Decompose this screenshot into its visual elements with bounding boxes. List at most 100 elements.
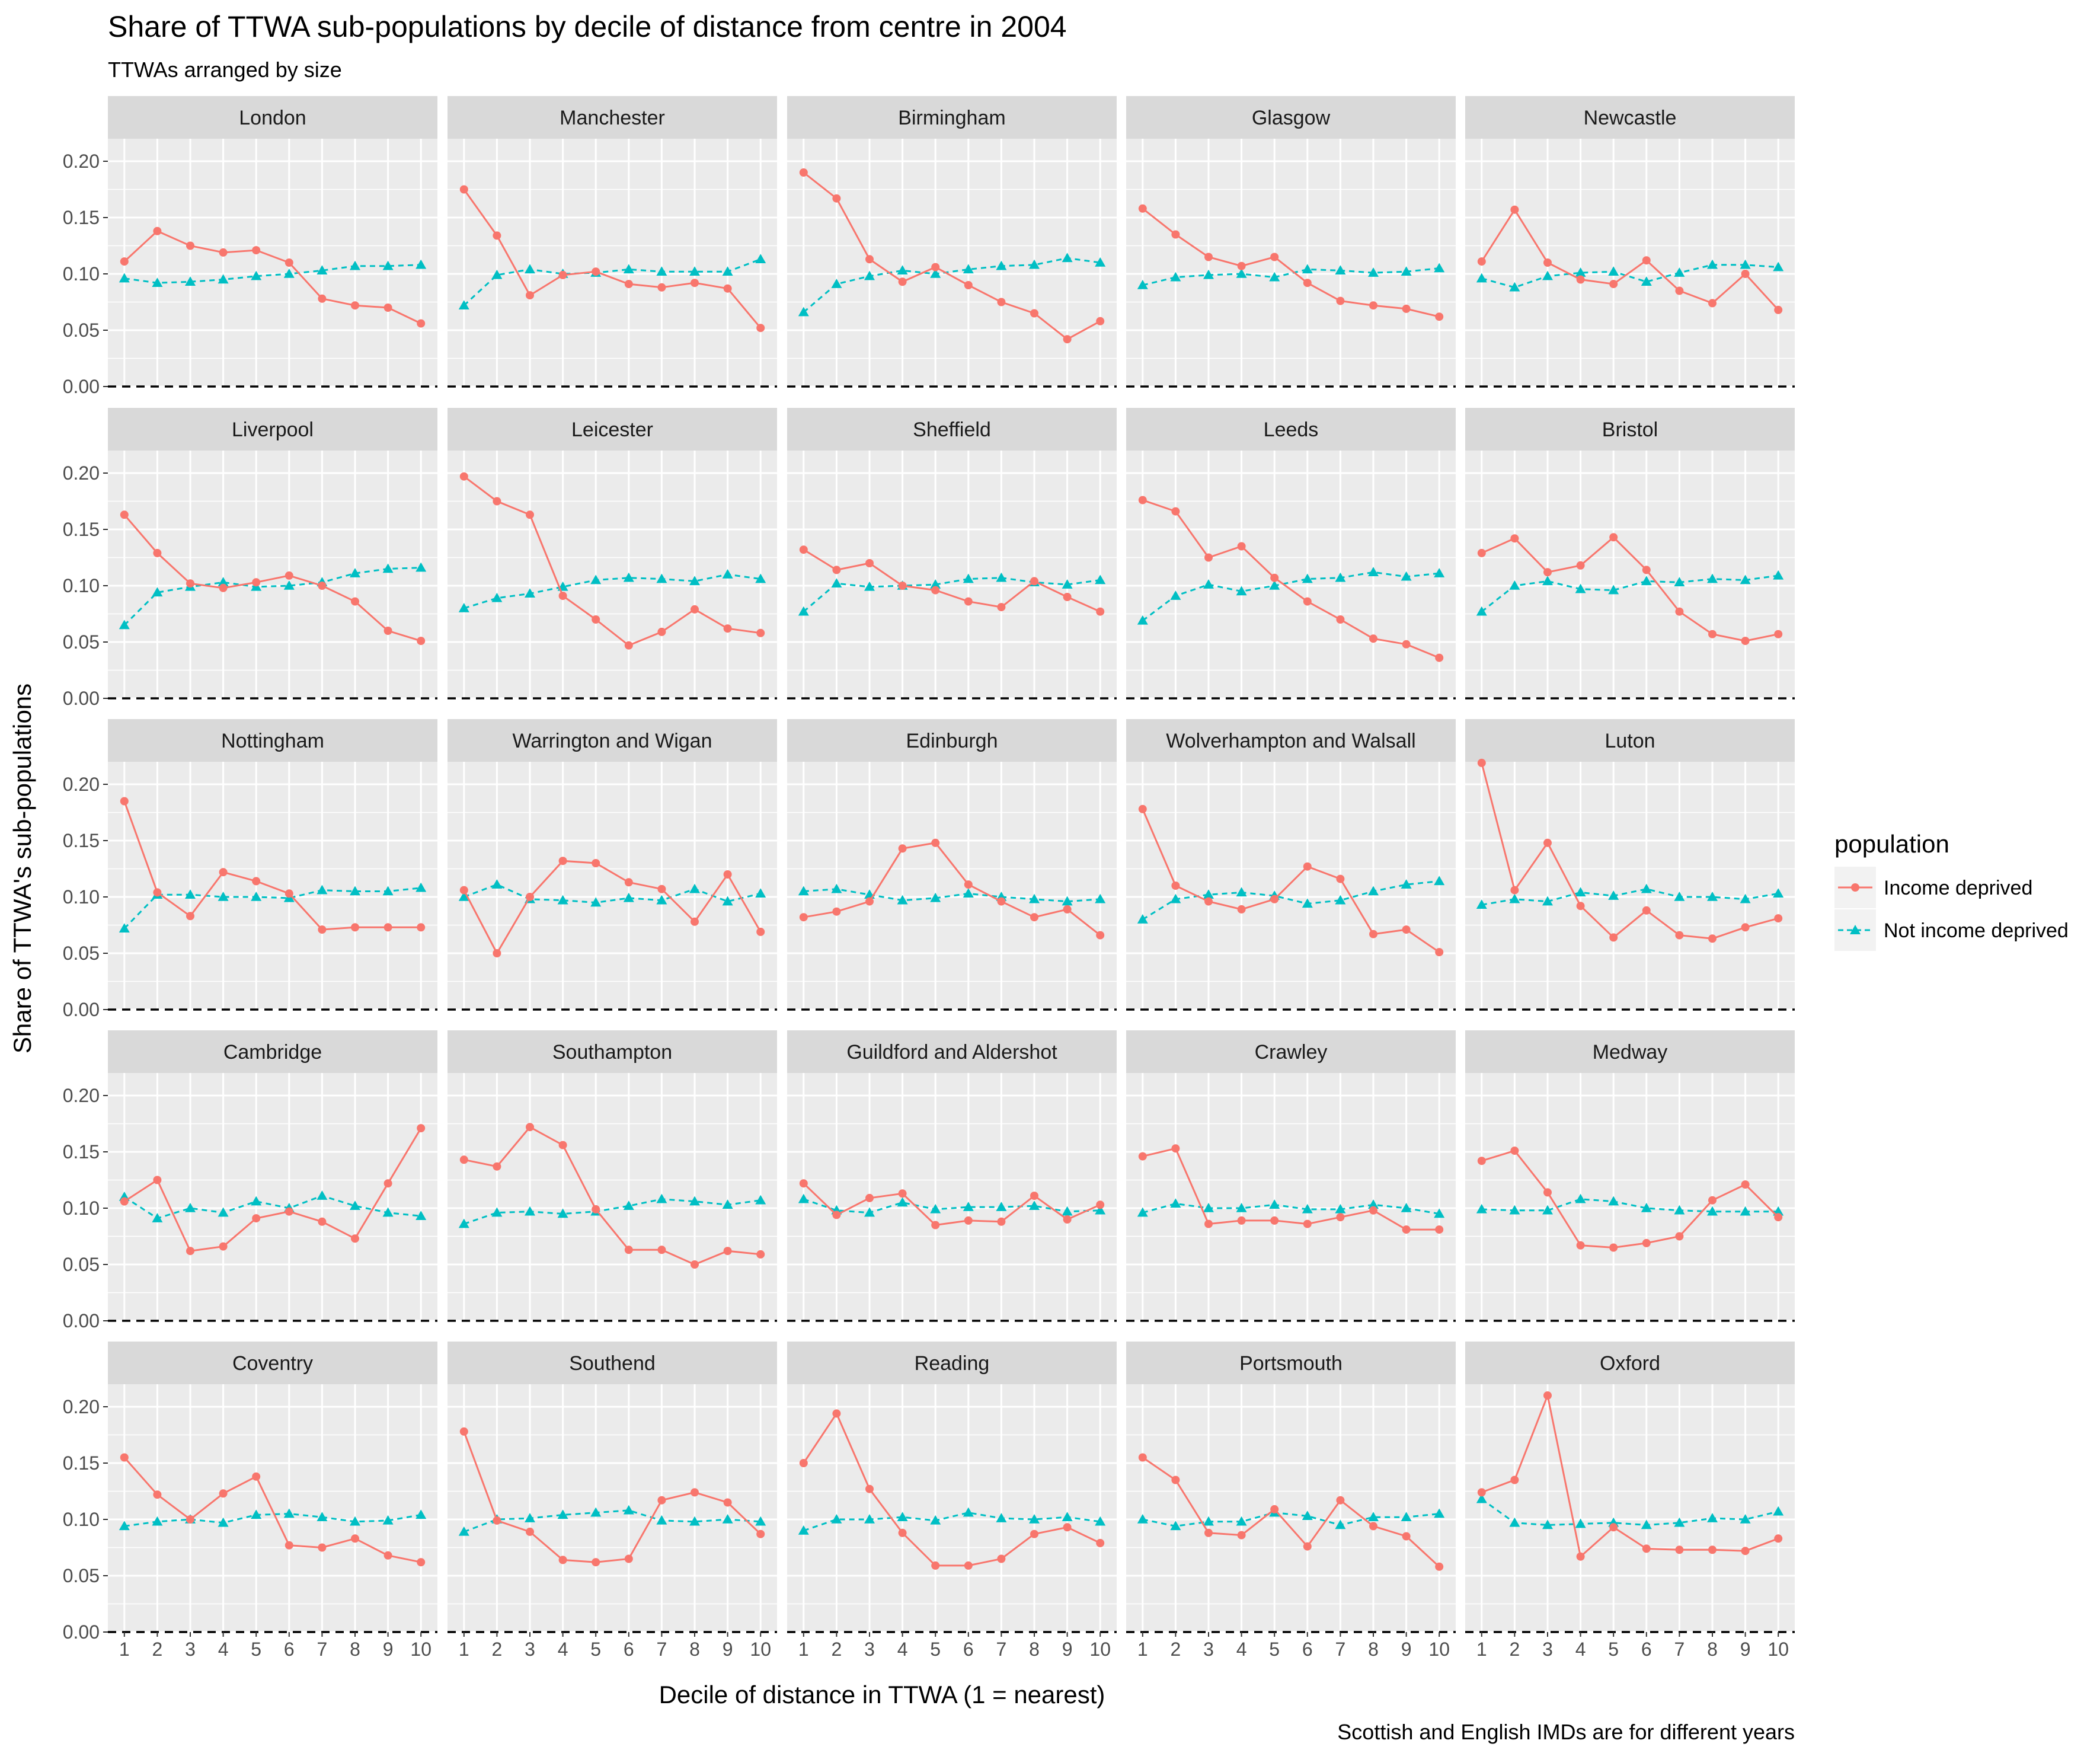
point-income-deprived bbox=[1642, 906, 1651, 915]
point-not-income-deprived bbox=[1434, 876, 1445, 886]
facet-label: Wolverhampton and Walsall bbox=[1166, 730, 1415, 752]
point-not-income-deprived bbox=[382, 1207, 394, 1217]
facet-strip bbox=[787, 719, 1117, 762]
point-income-deprived bbox=[1369, 634, 1377, 643]
x-tick-label: 5 bbox=[1269, 1639, 1280, 1660]
point-income-deprived bbox=[898, 277, 907, 286]
facet-strip bbox=[1126, 719, 1456, 762]
point-income-deprived bbox=[691, 1488, 699, 1497]
facet-strip bbox=[1465, 719, 1795, 762]
point-income-deprived bbox=[723, 1498, 732, 1507]
point-income-deprived bbox=[1708, 1545, 1717, 1554]
facet-strip bbox=[448, 96, 777, 139]
point-income-deprived bbox=[756, 324, 765, 333]
point-income-deprived bbox=[417, 319, 426, 328]
y-tick-label: 0.00 bbox=[63, 1310, 100, 1331]
panel-guildford-and-aldershot: Guildford and Aldershot bbox=[787, 1030, 1117, 1322]
point-income-deprived bbox=[931, 1561, 940, 1570]
point-not-income-deprived bbox=[557, 895, 568, 905]
point-income-deprived bbox=[252, 1472, 261, 1481]
legend-label: Not income deprived bbox=[1884, 919, 2069, 942]
point-not-income-deprived bbox=[930, 892, 941, 902]
point-not-income-deprived bbox=[1575, 267, 1586, 277]
point-not-income-deprived bbox=[1137, 914, 1148, 924]
panel-manchester: Manchester bbox=[448, 96, 777, 388]
point-not-income-deprived bbox=[1368, 886, 1379, 896]
point-income-deprived bbox=[1096, 317, 1105, 325]
point-income-deprived bbox=[1237, 905, 1246, 914]
point-not-income-deprived bbox=[1302, 264, 1313, 274]
point-not-income-deprived bbox=[755, 1195, 766, 1205]
point-income-deprived bbox=[1477, 1488, 1486, 1497]
point-income-deprived bbox=[624, 1554, 633, 1563]
series-line-income-deprived bbox=[1142, 1457, 1440, 1567]
y-tick-label: 0.20 bbox=[63, 151, 100, 172]
series-line-income-deprived bbox=[803, 171, 1101, 340]
point-not-income-deprived bbox=[525, 264, 535, 274]
point-income-deprived bbox=[1675, 607, 1684, 616]
y-axis-title: Share of TTWA's sub-populations bbox=[8, 684, 36, 1053]
point-income-deprived bbox=[1543, 838, 1552, 847]
x-tick-label: 5 bbox=[590, 1639, 601, 1660]
panel-wolverhampton-and-walsall: Wolverhampton and Walsall bbox=[1126, 719, 1456, 1011]
point-not-income-deprived bbox=[1740, 259, 1751, 269]
point-income-deprived bbox=[1609, 1243, 1618, 1252]
point-income-deprived bbox=[1477, 548, 1486, 557]
facet-strip bbox=[448, 408, 777, 451]
point-income-deprived bbox=[1336, 874, 1345, 883]
point-income-deprived bbox=[351, 597, 359, 606]
x-tick-label: 8 bbox=[350, 1639, 360, 1660]
point-not-income-deprived bbox=[1773, 888, 1784, 898]
point-not-income-deprived bbox=[1401, 1203, 1412, 1212]
point-not-income-deprived bbox=[1269, 272, 1280, 282]
point-income-deprived bbox=[1576, 1241, 1585, 1250]
point-not-income-deprived bbox=[1368, 267, 1379, 277]
point-not-income-deprived bbox=[996, 1513, 1007, 1522]
point-not-income-deprived bbox=[831, 279, 842, 288]
point-not-income-deprived bbox=[1542, 1205, 1553, 1215]
point-not-income-deprived bbox=[1434, 263, 1445, 273]
point-income-deprived bbox=[592, 615, 600, 624]
point-income-deprived bbox=[1270, 895, 1279, 903]
point-not-income-deprived bbox=[1773, 1206, 1784, 1216]
y-tick-label: 0.00 bbox=[63, 1621, 100, 1643]
point-income-deprived bbox=[997, 1217, 1006, 1226]
point-not-income-deprived bbox=[1170, 1521, 1181, 1531]
x-tick-label: 10 bbox=[1767, 1639, 1789, 1660]
point-income-deprived bbox=[252, 578, 261, 587]
point-income-deprived bbox=[1237, 1531, 1246, 1540]
point-not-income-deprived bbox=[623, 892, 634, 902]
x-tick-label: 5 bbox=[251, 1639, 261, 1660]
x-tick-label: 4 bbox=[1236, 1639, 1247, 1660]
point-income-deprived bbox=[997, 298, 1006, 306]
facet-label: Cambridge bbox=[223, 1041, 322, 1064]
facet-label: Liverpool bbox=[232, 419, 314, 441]
point-income-deprived bbox=[756, 1250, 765, 1259]
legend-key-marker bbox=[1851, 883, 1859, 892]
panel-background bbox=[787, 139, 1117, 387]
point-not-income-deprived bbox=[1434, 1208, 1445, 1218]
facet-label: Medway bbox=[1593, 1041, 1668, 1064]
panel-background bbox=[787, 1073, 1117, 1321]
y-tick-label: 0.15 bbox=[63, 830, 100, 851]
y-tick-label: 0.05 bbox=[63, 1565, 100, 1586]
point-income-deprived bbox=[383, 1179, 392, 1188]
point-not-income-deprived bbox=[897, 895, 908, 905]
point-income-deprived bbox=[1204, 553, 1213, 562]
facet-label: Sheffield bbox=[913, 419, 991, 441]
panel-background bbox=[1465, 139, 1795, 387]
x-tick-label: 6 bbox=[1641, 1639, 1652, 1660]
point-income-deprived bbox=[832, 1409, 841, 1418]
point-income-deprived bbox=[318, 925, 327, 934]
point-not-income-deprived bbox=[1773, 1506, 1784, 1516]
point-not-income-deprived bbox=[119, 273, 130, 283]
series-line-income-deprived bbox=[123, 514, 421, 642]
x-tick-label: 6 bbox=[963, 1639, 974, 1660]
point-income-deprived bbox=[1510, 1476, 1519, 1484]
point-income-deprived bbox=[285, 889, 293, 898]
x-tick-label: 7 bbox=[1335, 1639, 1346, 1660]
x-tick-label: 3 bbox=[185, 1639, 196, 1660]
point-not-income-deprived bbox=[1203, 889, 1214, 899]
point-not-income-deprived bbox=[1062, 896, 1073, 906]
series-line-income-deprived bbox=[463, 189, 762, 329]
